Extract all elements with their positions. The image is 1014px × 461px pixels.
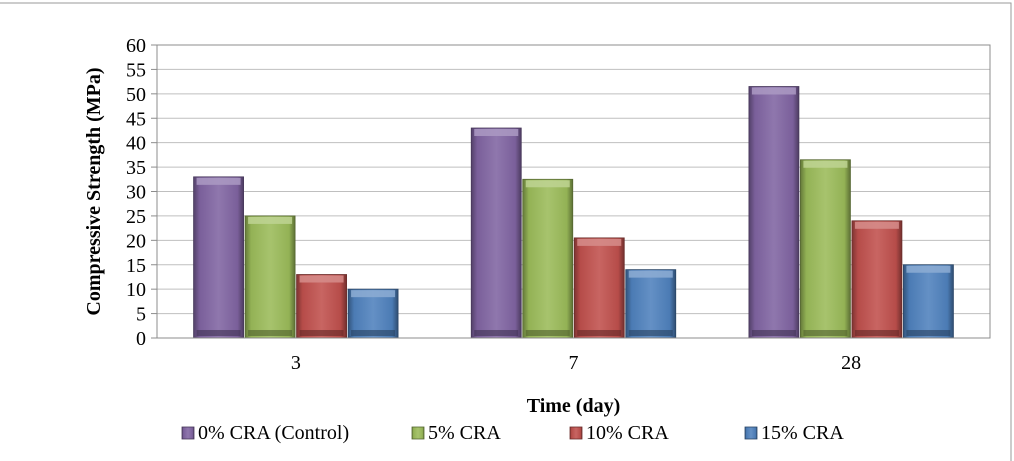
legend: 0% CRA (Control) 5% CRA 10% CRA 15% CRA <box>181 422 844 444</box>
bar <box>800 159 851 339</box>
bar <box>470 127 522 339</box>
y-tick-label: 0 <box>136 328 146 350</box>
y-tick-label: 60 <box>126 35 146 57</box>
legend-label: 10% CRA <box>586 422 669 444</box>
y-tick-label: 55 <box>126 59 146 81</box>
x-tick-label: 3 <box>291 352 301 374</box>
x-tick-label: 28 <box>841 352 861 374</box>
bars <box>193 86 954 339</box>
x-tick-label: 7 <box>569 352 579 374</box>
y-tick-label: 10 <box>126 279 146 301</box>
bar <box>748 86 800 339</box>
legend-swatch <box>569 426 583 440</box>
y-tick-label: 5 <box>136 304 146 326</box>
x-tick-labels: 3 7 28 <box>291 352 861 374</box>
legend-swatch <box>411 426 425 440</box>
bar <box>625 269 677 339</box>
legend-item: 15% CRA <box>744 422 844 444</box>
y-tick-label: 40 <box>126 133 146 155</box>
x-axis-title: Time (day) <box>527 395 621 417</box>
bar <box>347 288 399 339</box>
bar <box>851 220 903 339</box>
legend-swatch <box>181 426 195 440</box>
y-tick-label: 45 <box>126 108 146 130</box>
y-tick-label: 50 <box>126 84 146 106</box>
bar <box>193 176 244 339</box>
y-tick-label: 30 <box>126 182 146 204</box>
y-tick-label: 25 <box>126 206 146 228</box>
bar <box>244 215 296 339</box>
legend-item: 10% CRA <box>569 422 669 444</box>
legend-label: 15% CRA <box>761 422 844 444</box>
bar <box>903 264 954 339</box>
y-axis-title: Compressive Strength (MPa) <box>83 67 105 315</box>
y-tick-label: 20 <box>126 230 146 252</box>
bar <box>522 178 574 339</box>
legend-label: 0% CRA (Control) <box>198 422 349 444</box>
legend-label: 5% CRA <box>428 422 501 444</box>
y-tick-label: 35 <box>126 157 146 179</box>
bar <box>296 274 347 339</box>
legend-item: 5% CRA <box>411 422 501 444</box>
y-tick-label: 15 <box>126 255 146 277</box>
bar <box>573 237 625 339</box>
legend-item: 0% CRA (Control) <box>181 422 349 444</box>
legend-swatch <box>744 426 758 440</box>
